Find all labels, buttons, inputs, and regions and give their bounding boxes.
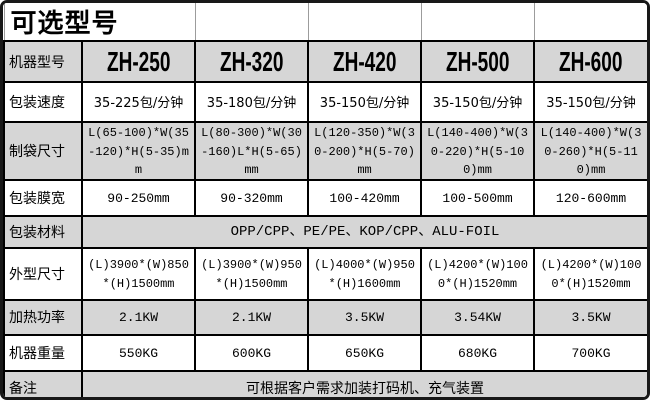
dimensions-cell: (L)4200*(W)1000*(H)1520mm <box>533 246 647 301</box>
film-width-cell: 100-420mm <box>307 178 423 217</box>
row-dimensions: 外型尺寸 (L)3900*(W)850*(H)1500mm (L)3900*(W… <box>3 246 647 301</box>
row-label-material: 包装材料 <box>3 214 83 249</box>
model-label: ZH-500 <box>445 45 510 77</box>
weight-cell: 700KG <box>533 333 647 372</box>
power-cell: 2.1KW <box>194 298 310 336</box>
bag-size-cell: L(65-100)*W(35-120)*H(5-35)mm <box>80 121 197 181</box>
speed-cell: 35-180包/分钟 <box>194 81 310 123</box>
model-header-zh-250: ZH-250 <box>80 40 197 83</box>
film-width-cell: 100-500mm <box>420 178 536 217</box>
material-span-cell: OPP/CPP、PE/PE、KOP/CPP、ALU-FOIL <box>80 214 647 249</box>
model-header-zh-320: ZH-320 <box>194 40 310 83</box>
film-width-cell: 120-600mm <box>533 178 647 217</box>
dimensions-cell: (L)3900*(W)950*(H)1500mm <box>194 246 310 301</box>
speed-cell: 35-150包/分钟 <box>307 81 423 123</box>
spec-table: 可选型号 机器型号 ZH-250 ZH-320 ZH-420 ZH-500 ZH… <box>3 3 647 397</box>
power-cell: 2.1KW <box>80 298 197 336</box>
row-machine-weight: 机器重量 550KG 600KG 650KG 680KG 700KG <box>3 333 647 372</box>
row-label-bag-size: 制袋尺寸 <box>3 121 83 181</box>
page-title: 可选型号 <box>10 9 119 39</box>
row-bag-size: 制袋尺寸 L(65-100)*W(35-120)*H(5-35)mm L(80-… <box>3 121 647 181</box>
film-width-cell: 90-250mm <box>80 178 197 217</box>
power-cell: 3.54KW <box>420 298 536 336</box>
speed-cell: 35-225包/分钟 <box>80 81 197 123</box>
title-cell: 可选型号 <box>3 3 196 42</box>
title-spacer-cell <box>420 3 535 42</box>
row-label-machine-weight: 机器重量 <box>3 333 83 372</box>
row-remark: 备注 可根据客户需求加装打码机、充气装置 <box>3 369 647 397</box>
row-label-film-width: 包装膜宽 <box>3 178 83 217</box>
remark-span-cell: 可根据客户需求加装打码机、充气装置 <box>80 369 647 397</box>
row-packing-speed: 包装速度 35-225包/分钟 35-180包/分钟 35-150包/分钟 35… <box>3 81 647 123</box>
weight-cell: 650KG <box>307 333 423 372</box>
weight-cell: 600KG <box>194 333 310 372</box>
model-header-zh-420: ZH-420 <box>307 40 423 83</box>
bag-size-cell: L(140-400)*W(30-260)*H(5-110)mm <box>533 121 647 181</box>
row-label-heating-power: 加热功率 <box>3 298 83 336</box>
row-label-packing-speed: 包装速度 <box>3 81 83 123</box>
weight-cell: 550KG <box>80 333 197 372</box>
model-header-zh-500: ZH-500 <box>420 40 536 83</box>
row-label-remark: 备注 <box>3 369 83 397</box>
row-label-dimensions: 外型尺寸 <box>3 246 83 301</box>
bag-size-cell: L(140-400)*W(30-220)*H(5-100)mm <box>420 121 536 181</box>
dimensions-cell: (L)3900*(W)850*(H)1500mm <box>80 246 197 301</box>
title-row: 可选型号 <box>3 3 647 42</box>
model-header-zh-600: ZH-600 <box>533 40 647 83</box>
row-material: 包装材料 OPP/CPP、PE/PE、KOP/CPP、ALU-FOIL <box>3 214 647 249</box>
bag-size-cell: L(80-300)*W(30-160)L*H(5-65)mm <box>194 121 310 181</box>
model-label: ZH-250 <box>106 45 171 77</box>
header-row: 机器型号 ZH-250 ZH-320 ZH-420 ZH-500 ZH-600 <box>3 40 647 83</box>
dimensions-cell: (L)4200*(W)1000*(H)1520mm <box>420 246 536 301</box>
weight-cell: 680KG <box>420 333 536 372</box>
power-cell: 3.5KW <box>533 298 647 336</box>
title-spacer-cell <box>194 3 309 42</box>
model-label: ZH-600 <box>559 45 623 77</box>
dimensions-cell: (L)4000*(W)950*(H)1600mm <box>307 246 423 301</box>
row-film-width: 包装膜宽 90-250mm 90-320mm 100-420mm 100-500… <box>3 178 647 217</box>
model-label: ZH-420 <box>332 45 397 77</box>
speed-cell: 35-150包/分钟 <box>420 81 536 123</box>
title-spacer-cell <box>307 3 422 42</box>
film-width-cell: 90-320mm <box>194 178 310 217</box>
model-label: ZH-320 <box>219 45 284 77</box>
power-cell: 3.5KW <box>307 298 423 336</box>
row-heating-power: 加热功率 2.1KW 2.1KW 3.5KW 3.54KW 3.5KW <box>3 298 647 336</box>
header-row-label: 机器型号 <box>3 40 83 83</box>
bag-size-cell: L(120-350)*W(30-200)*H(5-70)mm <box>307 121 423 181</box>
speed-cell: 35-150包/分钟 <box>533 81 647 123</box>
title-spacer-cell <box>533 3 647 42</box>
